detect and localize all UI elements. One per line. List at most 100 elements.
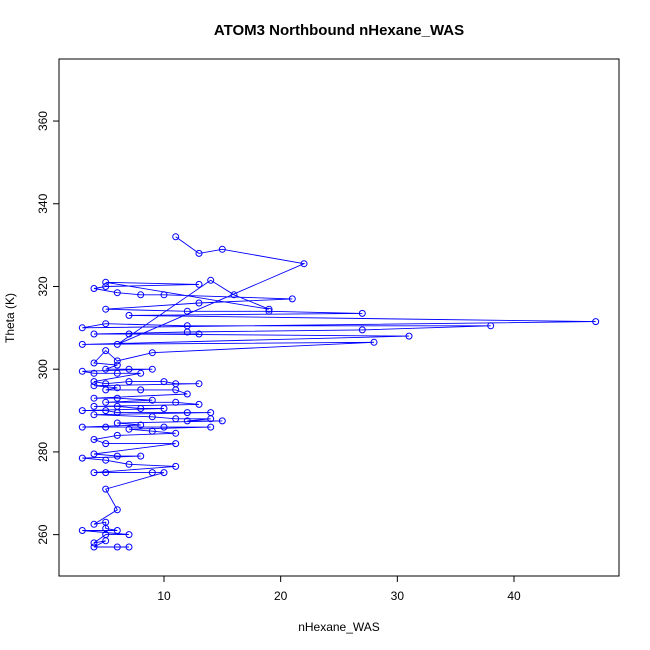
data-point xyxy=(113,394,121,402)
data-point xyxy=(172,398,180,406)
data-point xyxy=(358,326,366,334)
data-point xyxy=(102,386,110,394)
data-point xyxy=(148,469,156,477)
data-point xyxy=(102,398,110,406)
data-point xyxy=(125,543,133,551)
data-point xyxy=(125,460,133,468)
data-point xyxy=(172,440,180,448)
y-tick-label: 280 xyxy=(36,442,50,462)
data-point xyxy=(102,305,110,313)
data-point xyxy=(113,369,121,377)
data-point xyxy=(102,365,110,373)
data-point xyxy=(148,349,156,357)
y-tick-label: 260 xyxy=(36,524,50,544)
data-point xyxy=(172,386,180,394)
data-point xyxy=(172,415,180,423)
data-point xyxy=(300,260,308,268)
data-point xyxy=(172,429,180,437)
data-point xyxy=(183,390,191,398)
x-tick-label: 20 xyxy=(274,589,288,603)
data-point xyxy=(113,409,121,417)
data-point xyxy=(78,407,86,415)
data-point xyxy=(160,378,168,386)
data-point xyxy=(90,539,98,547)
data-point xyxy=(183,328,191,336)
data-point xyxy=(102,283,110,290)
data-point xyxy=(113,452,121,460)
y-axis-label: Theta (K) xyxy=(3,293,17,343)
data-point xyxy=(78,367,86,375)
data-point xyxy=(125,311,133,319)
data-point xyxy=(113,289,121,297)
data-point xyxy=(183,417,191,425)
data-point xyxy=(137,291,145,299)
x-axis-label: nHexane_WAS xyxy=(298,620,380,634)
data-point xyxy=(195,400,203,408)
data-point xyxy=(148,413,156,421)
data-point xyxy=(113,431,121,439)
data-point xyxy=(195,380,203,388)
data-point xyxy=(195,280,203,288)
data-point xyxy=(137,386,145,394)
chart-title: ATOM3 Northbound nHexane_WAS xyxy=(214,22,464,39)
data-point xyxy=(90,543,98,551)
data-point xyxy=(113,419,121,427)
data-point xyxy=(90,330,98,338)
data-point xyxy=(160,423,168,431)
data-point xyxy=(148,427,156,435)
x-tick-label: 30 xyxy=(391,589,405,603)
series-lines xyxy=(82,236,596,548)
x-tick-label: 10 xyxy=(157,589,171,603)
x-tick-label: 40 xyxy=(507,589,521,603)
data-point xyxy=(102,423,110,431)
data-point xyxy=(160,405,168,412)
data-point xyxy=(102,485,110,493)
data-point xyxy=(148,365,156,373)
y-tick-label: 300 xyxy=(36,359,50,379)
data-point xyxy=(592,318,600,326)
y-tick-label: 320 xyxy=(36,276,50,296)
data-point xyxy=(207,415,215,423)
data-point xyxy=(102,347,110,355)
data-point xyxy=(137,369,145,377)
series-points xyxy=(78,233,600,551)
data-point xyxy=(113,506,121,514)
data-point xyxy=(195,249,203,257)
data-point xyxy=(113,361,121,369)
data-point xyxy=(230,291,238,299)
data-point xyxy=(265,307,273,315)
y-axis: 260 280 300 320 340 360 xyxy=(36,111,59,545)
data-point xyxy=(160,291,168,299)
data-point xyxy=(183,307,191,315)
data-point xyxy=(183,409,191,417)
data-point xyxy=(90,378,98,386)
data-point xyxy=(125,425,133,433)
data-point xyxy=(137,452,145,460)
data-point xyxy=(370,338,378,346)
data-point xyxy=(78,324,86,332)
data-point xyxy=(78,423,86,431)
data-point xyxy=(113,543,121,551)
data-point xyxy=(172,233,180,241)
data-point xyxy=(102,278,110,286)
data-point xyxy=(102,456,110,464)
data-point xyxy=(405,332,413,340)
data-point xyxy=(90,382,98,390)
data-point xyxy=(102,537,110,545)
data-point xyxy=(90,359,98,367)
series-line xyxy=(82,236,596,548)
data-point xyxy=(113,527,121,534)
data-point xyxy=(195,299,203,307)
data-point xyxy=(125,365,133,373)
data-point xyxy=(358,309,366,317)
data-point xyxy=(90,436,98,443)
data-point xyxy=(137,421,145,429)
y-tick-label: 360 xyxy=(36,111,50,131)
data-point xyxy=(137,405,145,412)
data-point xyxy=(113,384,121,392)
data-point xyxy=(78,340,86,348)
data-point xyxy=(172,462,180,470)
data-point xyxy=(102,407,110,415)
data-point xyxy=(113,340,121,348)
